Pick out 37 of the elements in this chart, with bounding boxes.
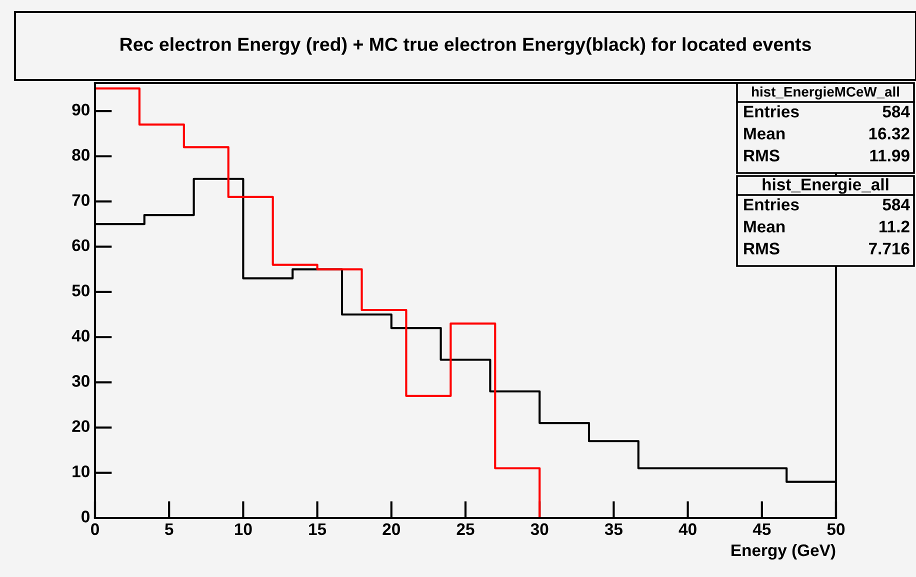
x-tick-label: 15 (309, 523, 326, 536)
y-tick-label: 90 (72, 104, 90, 116)
annotation: Entries (744, 105, 799, 118)
y-tick-label: 0 (82, 510, 90, 522)
annotation: Entries (744, 198, 799, 210)
x-tick-label: 25 (456, 523, 474, 536)
text: 584 (882, 106, 910, 118)
x-tick-label: 0 (91, 523, 99, 536)
annotation: Mean (744, 220, 785, 232)
x-tick-label: 40 (678, 523, 696, 536)
text: 11.99 (870, 150, 910, 162)
y-tick-label: 40 (72, 330, 90, 342)
y-tick-label: 60 (72, 239, 90, 252)
y-tick-label: 10 (72, 465, 90, 478)
x-tick-label: 20 (382, 523, 400, 536)
x-axis-title: Energy (GeV) (732, 544, 836, 560)
x-tick-label: 30 (530, 523, 548, 536)
y-tick-label: 70 (72, 194, 90, 206)
y-tick-label: 20 (72, 420, 90, 432)
annotation: hist_EnergieMCeW_all (752, 86, 899, 100)
chart-title: Rec electron Energy (red) + MC true electron Energy(black) for located events (120, 37, 811, 55)
x-tick-label: 10 (234, 523, 252, 536)
x-tick-label: 50 (827, 523, 845, 536)
text: 584 (882, 198, 910, 210)
text: 7.716 (869, 242, 910, 254)
annotation: hist_Energie_all (762, 178, 888, 194)
x-tick-label: 45 (752, 523, 771, 536)
annotation: Mean (744, 128, 785, 140)
y-tick-label: 80 (72, 148, 90, 161)
text: 16.32 (869, 128, 910, 140)
y-tick-label: 30 (72, 375, 90, 387)
y-tick-label: 50 (72, 284, 90, 296)
x-tick-label: 35 (604, 523, 623, 536)
annotation: RMS (744, 150, 780, 162)
text: 11.2 (880, 220, 910, 232)
annotation: RMS (744, 242, 780, 254)
x-tick-label: 5 (164, 523, 174, 536)
